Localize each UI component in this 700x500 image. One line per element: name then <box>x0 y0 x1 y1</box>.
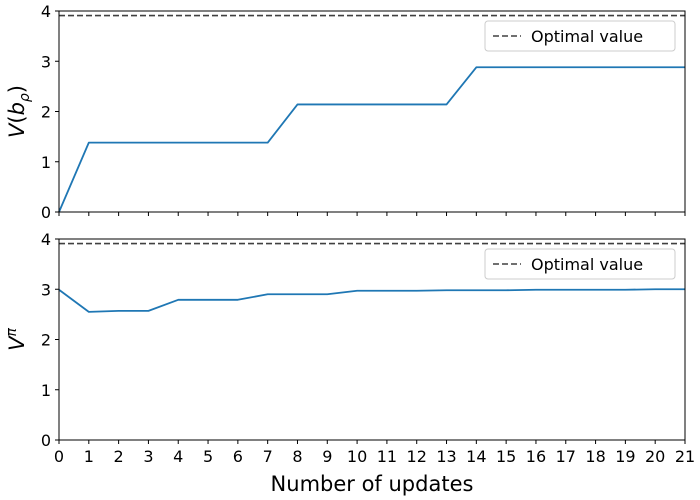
y-tick-label: 1 <box>41 381 51 400</box>
x-tick-label: 15 <box>496 447 516 466</box>
x-tick-label: 13 <box>436 447 456 466</box>
y-tick-label: 0 <box>41 431 51 450</box>
y-tick-label: 2 <box>41 331 51 350</box>
y-axis-label: Vπ <box>4 328 29 351</box>
x-tick-label: 12 <box>407 447 427 466</box>
series-line-0 <box>58 288 685 313</box>
x-tick-label: 20 <box>645 447 665 466</box>
series-line-0 <box>58 66 685 213</box>
x-tick-label: 6 <box>233 447 243 466</box>
top-panel: 0 1 2 3 4 V(bρ) Optimal value <box>5 2 686 222</box>
legend-label: Optimal value <box>531 255 643 274</box>
legend: Optimal value <box>484 248 676 280</box>
x-tick-label: 21 <box>675 447 695 466</box>
x-tick-label: 16 <box>526 447 546 466</box>
y-tick-label: 1 <box>41 153 51 172</box>
legend-box <box>484 20 676 52</box>
legend-box <box>484 248 676 280</box>
x-tick-label: 3 <box>143 447 153 466</box>
y-tick-label: 0 <box>41 203 51 222</box>
y-tick-label: 4 <box>41 2 51 21</box>
y-tick-label: 4 <box>41 230 51 249</box>
x-tick-label: 18 <box>585 447 605 466</box>
legend: Optimal value <box>484 20 676 52</box>
x-tick-label: 1 <box>84 447 94 466</box>
x-tick-label: 17 <box>556 447 576 466</box>
x-tick-label: 11 <box>377 447 397 466</box>
x-axis-label: Number of updates <box>271 472 474 496</box>
y-tick-label: 3 <box>41 280 51 299</box>
y-tick-label: 2 <box>41 103 51 122</box>
y-tick-label: 3 <box>41 52 51 71</box>
x-tick-label: 19 <box>615 447 635 466</box>
x-tick-label: 14 <box>466 447 486 466</box>
x-tick-label: 2 <box>114 447 124 466</box>
legend-label: Optimal value <box>531 27 643 46</box>
x-tick-label: 0 <box>54 447 64 466</box>
x-tick-label: 5 <box>203 447 213 466</box>
x-tick-label: 7 <box>263 447 273 466</box>
x-tick-label: 4 <box>173 447 183 466</box>
x-tick-label: 10 <box>347 447 367 466</box>
x-tick-label: 8 <box>292 447 302 466</box>
y-axis-label: V(bρ) <box>5 85 33 138</box>
x-tick-label: 9 <box>322 447 332 466</box>
